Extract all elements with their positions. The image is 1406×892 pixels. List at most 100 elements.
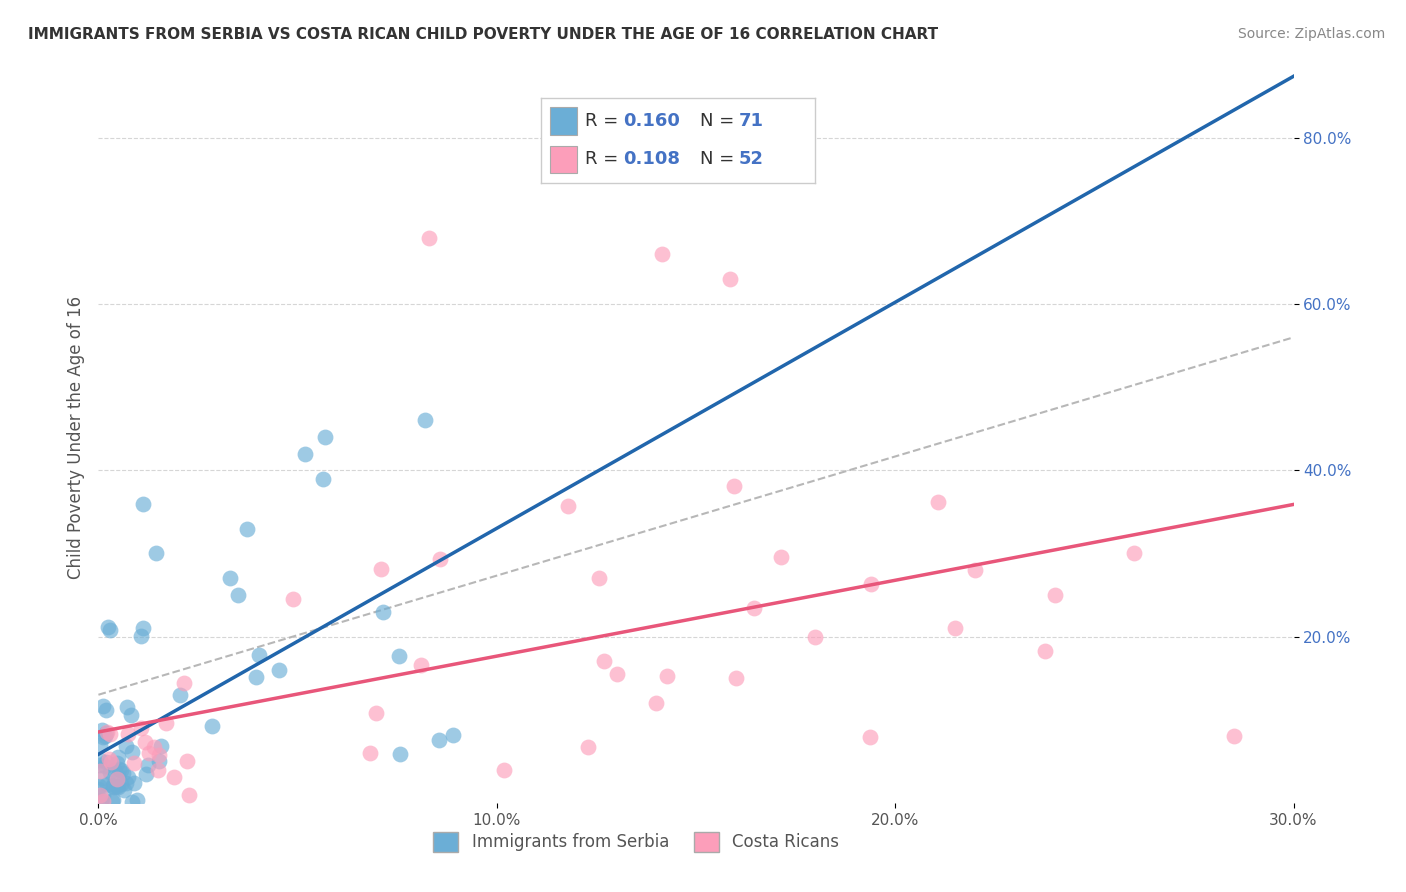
Point bbox=[135, 767, 157, 781]
Text: R =: R = bbox=[585, 150, 624, 168]
Point bbox=[115, 739, 138, 753]
Point bbox=[97, 619, 120, 633]
Point bbox=[89, 738, 111, 752]
Point bbox=[105, 779, 128, 793]
Point bbox=[429, 552, 451, 566]
Point bbox=[112, 783, 135, 797]
Point bbox=[138, 746, 160, 760]
Text: N =: N = bbox=[700, 150, 741, 168]
Text: 0.108: 0.108 bbox=[624, 150, 681, 168]
Point bbox=[122, 756, 145, 770]
Point bbox=[107, 749, 129, 764]
Y-axis label: Child Poverty Under the Age of 16: Child Poverty Under the Age of 16 bbox=[66, 295, 84, 579]
Point bbox=[155, 715, 177, 730]
Point bbox=[645, 696, 668, 710]
Point bbox=[742, 600, 765, 615]
Point bbox=[94, 758, 117, 772]
Point bbox=[1043, 588, 1066, 602]
Text: R =: R = bbox=[585, 112, 624, 130]
Point bbox=[120, 707, 142, 722]
Point bbox=[117, 770, 139, 784]
Point bbox=[176, 754, 198, 768]
Point bbox=[146, 763, 169, 777]
Point bbox=[101, 794, 124, 808]
Point bbox=[859, 730, 882, 744]
Point bbox=[108, 762, 131, 776]
Point bbox=[927, 495, 949, 509]
Point bbox=[963, 563, 986, 577]
Point bbox=[110, 777, 132, 791]
Point bbox=[145, 546, 167, 560]
Point bbox=[101, 778, 124, 792]
Point bbox=[269, 663, 291, 677]
Point bbox=[98, 764, 121, 779]
Point bbox=[101, 792, 124, 806]
Point bbox=[100, 755, 122, 769]
Point bbox=[314, 430, 336, 444]
Point bbox=[112, 766, 135, 780]
Point bbox=[129, 721, 152, 735]
Point bbox=[91, 723, 114, 738]
Point bbox=[142, 739, 165, 754]
Point bbox=[149, 739, 172, 753]
Point bbox=[247, 648, 270, 662]
Point bbox=[169, 688, 191, 702]
Point bbox=[98, 623, 121, 637]
Point bbox=[860, 577, 883, 591]
Point bbox=[117, 727, 139, 741]
Point bbox=[588, 571, 610, 585]
Point bbox=[236, 521, 259, 535]
Point bbox=[413, 413, 436, 427]
Point bbox=[148, 754, 170, 768]
Point bbox=[1123, 546, 1146, 560]
Point bbox=[411, 657, 433, 672]
Point bbox=[312, 472, 335, 486]
Point bbox=[96, 725, 118, 739]
Point bbox=[89, 758, 111, 772]
Point bbox=[121, 795, 143, 809]
Point bbox=[87, 779, 110, 793]
Point bbox=[370, 562, 392, 576]
Point bbox=[294, 447, 316, 461]
Point bbox=[163, 771, 186, 785]
Point bbox=[1033, 644, 1056, 658]
Point bbox=[724, 671, 747, 685]
Point bbox=[93, 698, 115, 713]
Point bbox=[103, 780, 125, 794]
Point bbox=[94, 729, 117, 743]
Point bbox=[651, 247, 673, 261]
Point bbox=[115, 699, 138, 714]
Point bbox=[93, 794, 115, 808]
Point bbox=[245, 670, 267, 684]
Point bbox=[281, 592, 304, 607]
Point bbox=[427, 733, 450, 747]
Point bbox=[389, 747, 412, 762]
Point bbox=[105, 756, 128, 771]
Text: N =: N = bbox=[700, 112, 741, 130]
Bar bbox=[550, 107, 576, 135]
Text: 0.160: 0.160 bbox=[624, 112, 681, 130]
Point bbox=[132, 621, 155, 635]
Point bbox=[770, 549, 793, 564]
Point bbox=[148, 748, 170, 763]
Point bbox=[364, 706, 387, 720]
Point bbox=[122, 776, 145, 790]
Point bbox=[576, 740, 599, 755]
Point bbox=[655, 669, 678, 683]
Point bbox=[804, 630, 827, 644]
Point bbox=[91, 771, 114, 785]
Point bbox=[127, 793, 149, 807]
Point bbox=[90, 793, 112, 807]
Point bbox=[201, 719, 224, 733]
Point bbox=[96, 777, 118, 791]
Point bbox=[98, 727, 121, 741]
Point bbox=[418, 230, 440, 244]
Point bbox=[87, 781, 110, 796]
Point bbox=[107, 780, 129, 794]
Point bbox=[606, 667, 628, 681]
Point bbox=[89, 764, 111, 778]
Point bbox=[945, 621, 967, 635]
Point bbox=[89, 753, 111, 767]
Point bbox=[90, 794, 112, 808]
Text: 52: 52 bbox=[738, 150, 763, 168]
